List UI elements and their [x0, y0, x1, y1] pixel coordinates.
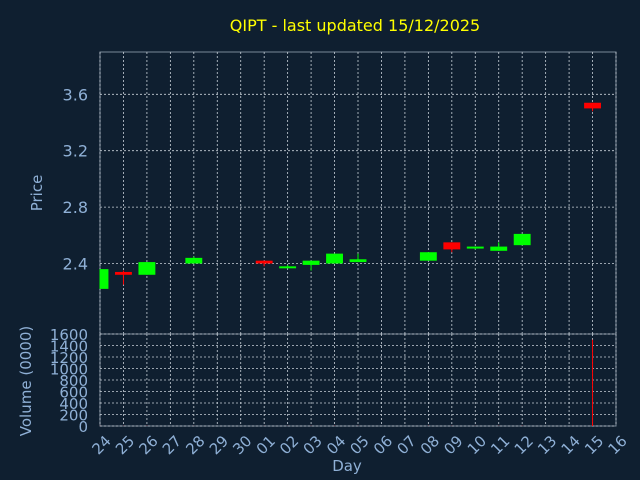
candle — [584, 102, 601, 112]
volume-y-tick-label: 1200 — [50, 349, 88, 367]
candle — [513, 233, 531, 246]
volume-y-tick-label: 200 — [59, 407, 88, 425]
x-axis-ticks: 2425262728293001020304050607080910111213… — [89, 432, 631, 458]
volume-y-tick-label: 1400 — [50, 338, 88, 356]
candle — [302, 260, 320, 271]
candle — [115, 270, 132, 285]
price-y-ticks: 2.4 2.8 3.2 3.6 — [63, 85, 88, 273]
candle-body — [490, 246, 508, 251]
candle-body — [326, 253, 343, 264]
volume-grid — [99, 333, 617, 427]
candle — [99, 269, 109, 289]
candle-body — [185, 257, 203, 264]
x-axis-label: Day — [332, 457, 362, 475]
volume-y-tick-label: 800 — [59, 372, 88, 390]
candle-body — [255, 260, 273, 264]
candle — [419, 252, 437, 261]
candle-body — [584, 102, 601, 109]
price-y-tick-label: 3.6 — [63, 85, 88, 104]
candle-body — [100, 269, 109, 289]
candle-body — [138, 262, 156, 275]
candle-body — [302, 260, 320, 265]
volume-y-tick-label: 400 — [59, 395, 88, 413]
candle-body — [115, 271, 132, 275]
price-y-tick-label: 2.8 — [63, 198, 88, 217]
candle — [326, 253, 343, 264]
price-y-tick-label: 2.4 — [63, 255, 88, 274]
candle — [255, 260, 273, 267]
candle — [138, 262, 156, 275]
candle-body — [513, 233, 531, 246]
volume-y-tick-label: 600 — [59, 384, 88, 402]
volume-y-tick-label: 0 — [78, 418, 88, 436]
price-y-tick-label: 3.2 — [63, 142, 88, 161]
volume-y-axis-label: Volume (0000) — [17, 326, 35, 436]
volume-y-tick-label: 1600 — [50, 326, 88, 344]
price-panel: 2.4 2.8 3.2 3.6 Price — [28, 51, 617, 335]
candle — [443, 242, 461, 253]
price-y-axis-label: Price — [28, 175, 46, 212]
candle — [279, 264, 297, 269]
candle-body — [419, 252, 437, 261]
price-grid — [99, 52, 617, 334]
candle — [185, 256, 203, 264]
volume-bars — [99, 339, 594, 426]
candle — [466, 246, 484, 250]
candle-body — [466, 246, 484, 249]
candle-body — [349, 259, 367, 263]
candle-body — [443, 242, 461, 250]
volume-y-tick-label: 1000 — [50, 361, 88, 379]
candle — [349, 253, 367, 263]
candle-body — [279, 266, 297, 269]
candle — [490, 242, 508, 251]
chart-title: QIPT - last updated 15/12/2025 — [230, 16, 480, 35]
price-candles — [99, 102, 601, 289]
